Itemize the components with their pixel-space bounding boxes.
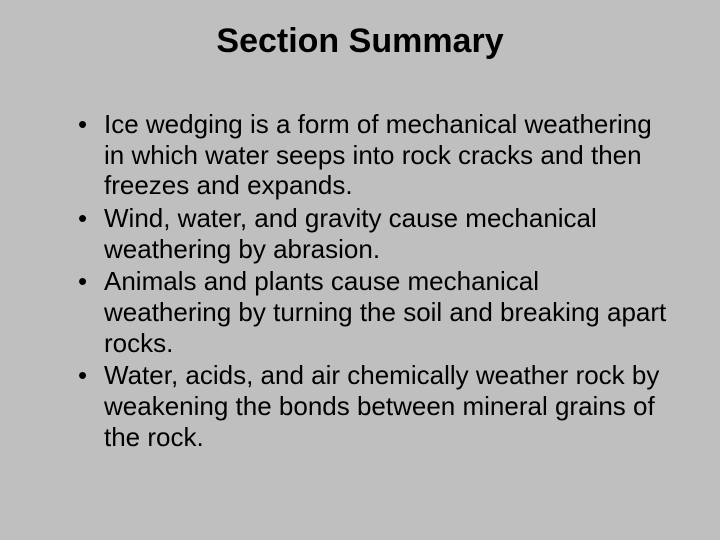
slide-container: Section Summary Ice wedging is a form of… bbox=[0, 0, 720, 540]
list-item: Water, acids, and air chemically weather… bbox=[78, 360, 670, 452]
list-item: Ice wedging is a form of mechanical weat… bbox=[78, 109, 670, 201]
list-item: Animals and plants cause mechanical weat… bbox=[78, 266, 670, 358]
slide-title: Section Summary bbox=[50, 22, 670, 61]
list-item: Wind, water, and gravity cause mechanica… bbox=[78, 203, 670, 264]
bullet-list: Ice wedging is a form of mechanical weat… bbox=[50, 109, 670, 452]
